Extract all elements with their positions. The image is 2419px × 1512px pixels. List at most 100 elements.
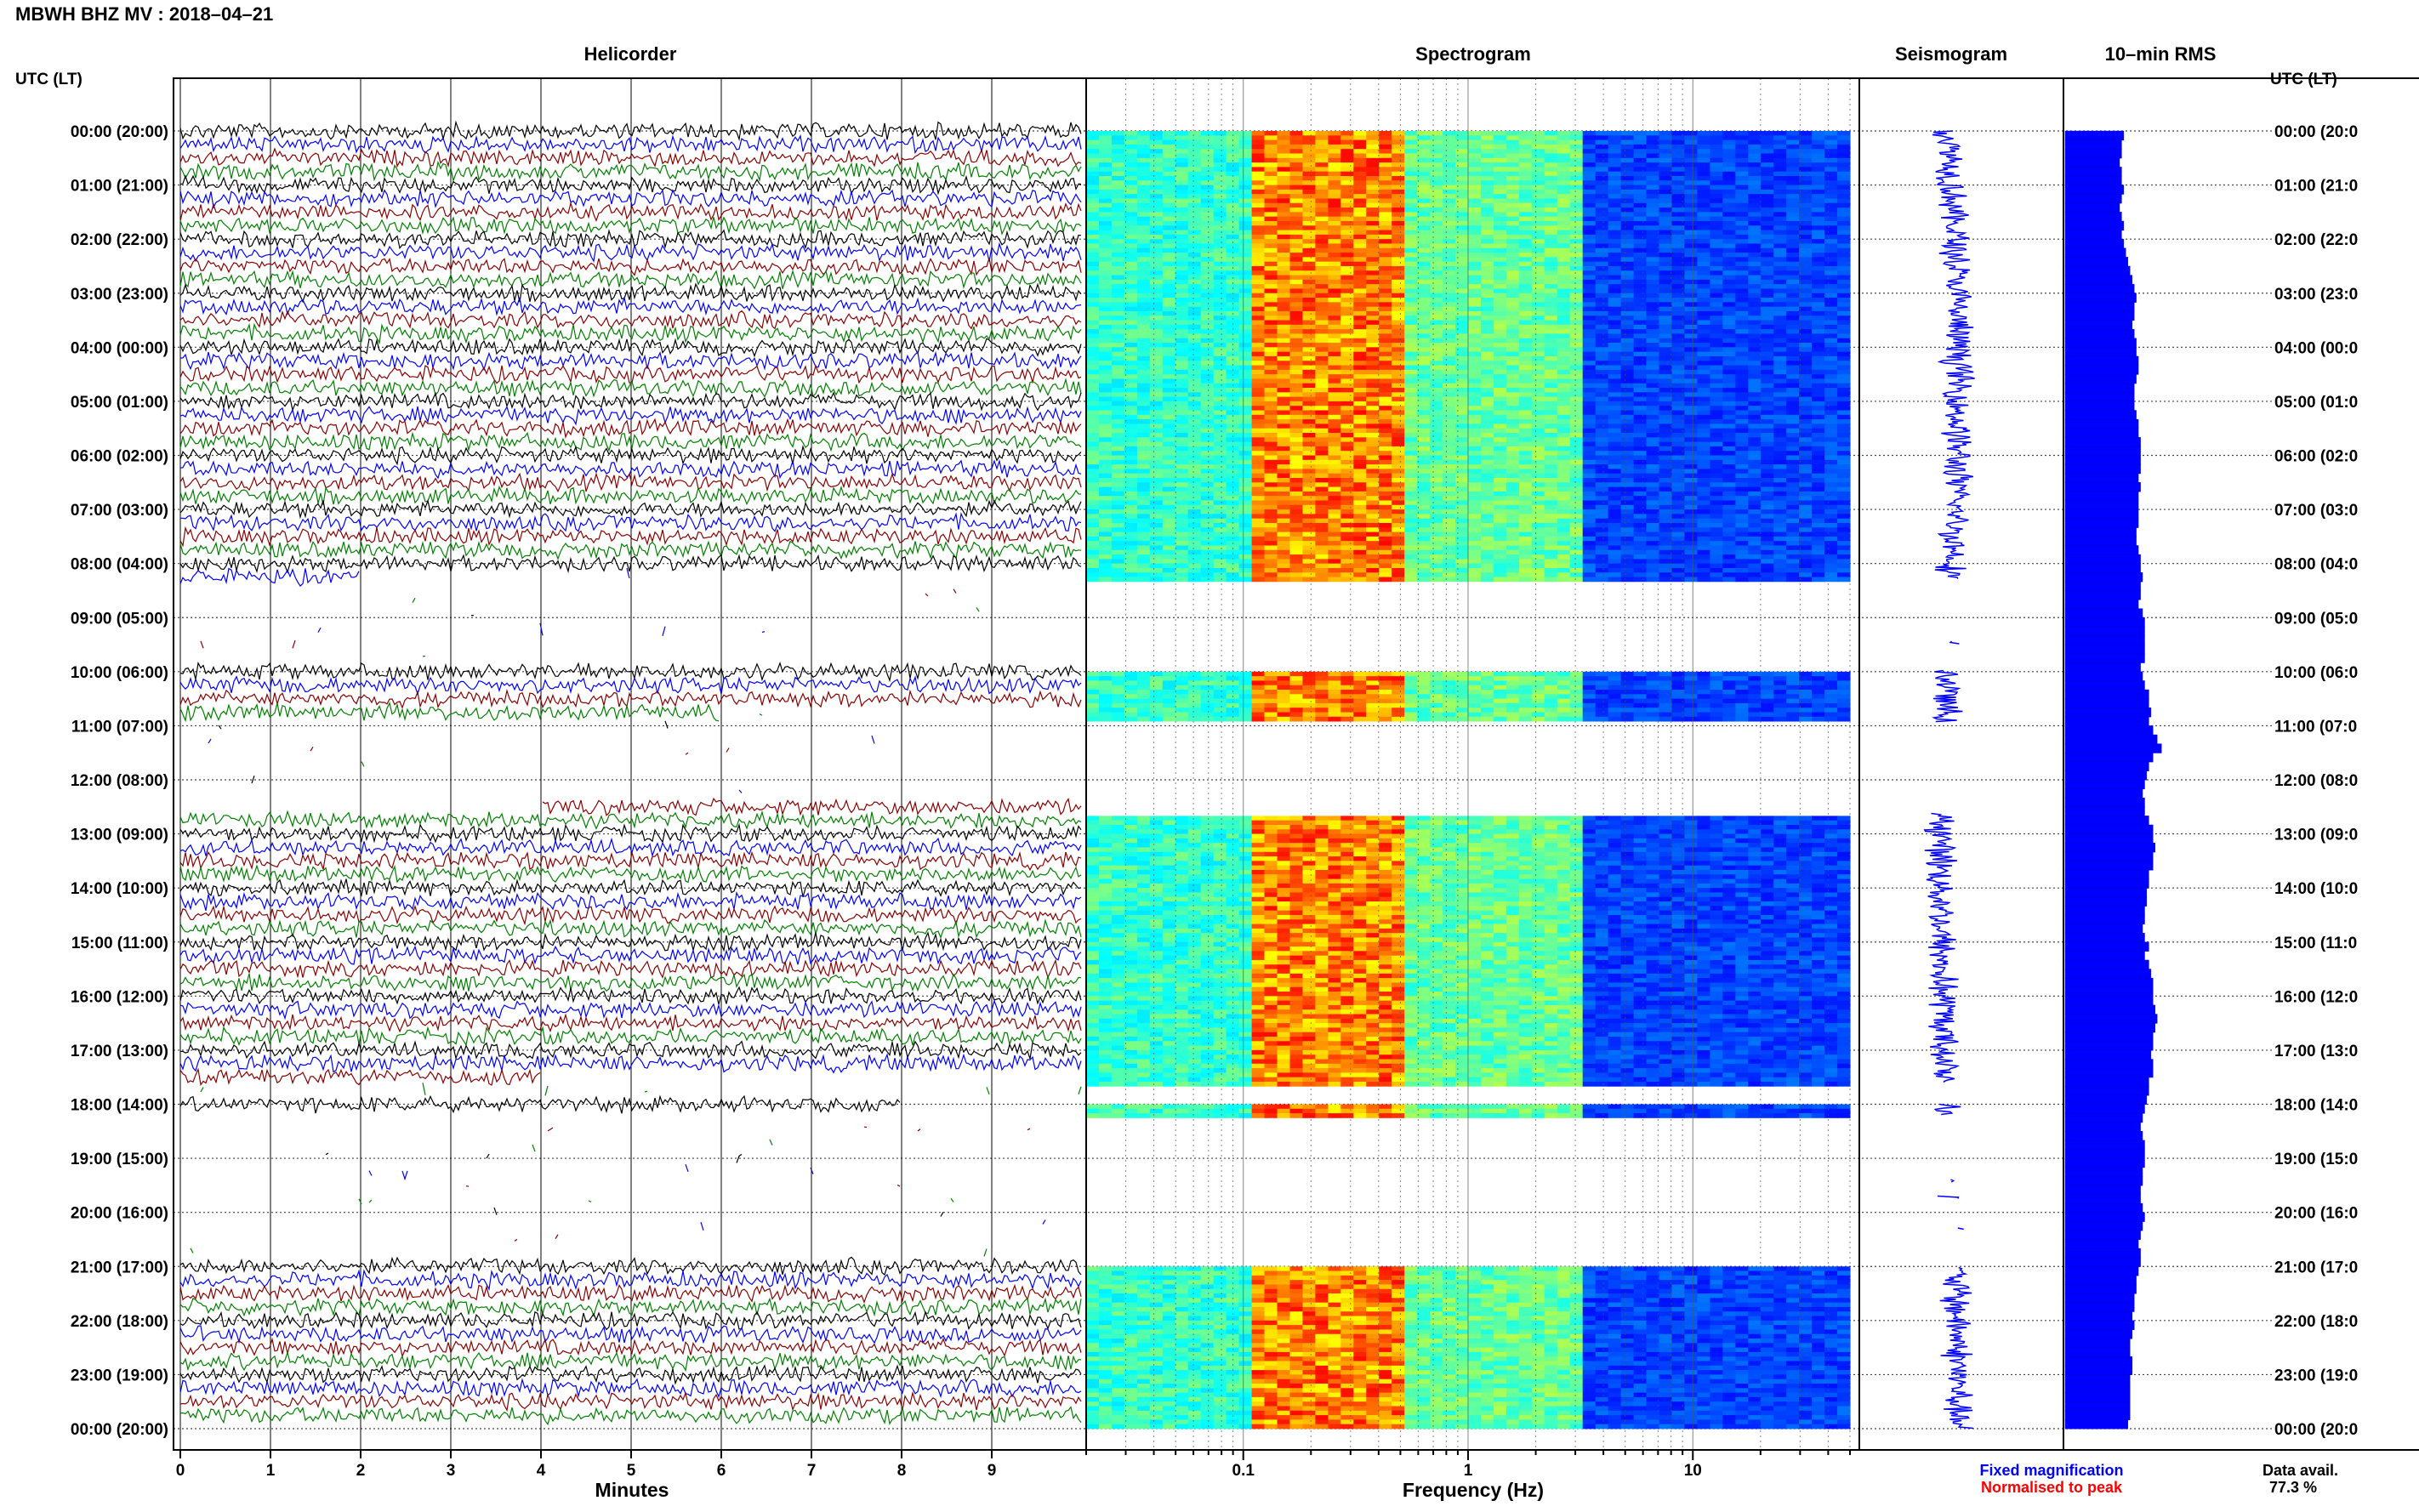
spectrogram-cell	[1557, 414, 1571, 420]
spectrogram-cell	[1659, 167, 1673, 173]
spectrogram-cell	[1086, 491, 1100, 497]
spectrogram-cell	[1404, 320, 1418, 326]
spectrogram-cell	[1392, 288, 1405, 294]
spectrogram-cell	[1748, 320, 1762, 326]
spectrogram-cell	[1671, 139, 1686, 145]
spectrogram-cell	[1455, 171, 1469, 177]
spectrogram-cell	[1812, 153, 1825, 159]
spectrogram-cell	[1175, 343, 1189, 348]
spectrogram-cell	[1315, 139, 1329, 145]
spectrogram-cell	[1773, 171, 1787, 177]
spectrogram-cell	[1595, 239, 1609, 244]
spectrogram-cell	[1659, 365, 1673, 371]
spectrogram-cell	[1099, 243, 1113, 249]
spectrogram-cell	[1251, 361, 1266, 366]
spectrogram-cell	[1468, 414, 1482, 420]
spectrogram-cell	[1684, 355, 1698, 361]
spectrogram-cell	[1213, 477, 1227, 483]
spectrogram-cell	[1659, 247, 1673, 253]
spectrogram-cell	[1569, 486, 1584, 492]
row-label-right: 00:00 (20:0	[2274, 1421, 2358, 1439]
spectrogram-cell	[1124, 243, 1138, 249]
spectrogram-cell	[1481, 433, 1494, 438]
spectrogram-cell	[1238, 378, 1253, 384]
spectrogram-cell	[1315, 369, 1329, 375]
spectrogram-cell	[1124, 180, 1138, 185]
spectrogram-cell	[1697, 288, 1710, 294]
spectrogram-cell	[1569, 441, 1584, 447]
spectrogram-cell	[1443, 135, 1456, 140]
spectrogram-cell	[1302, 433, 1316, 438]
spectrogram-cell	[1773, 347, 1787, 353]
spectrogram-cell	[1251, 306, 1266, 312]
spectrogram-cell	[1837, 180, 1851, 185]
spectrogram-cell	[1468, 477, 1482, 483]
spectrogram-cell	[1187, 175, 1202, 181]
spectrogram-cell	[1646, 302, 1660, 308]
spectrogram-cell	[1328, 149, 1341, 154]
spectrogram-cell	[1824, 410, 1838, 416]
spectrogram-cell	[1595, 230, 1609, 236]
spectrogram-cell	[1659, 279, 1673, 285]
spectrogram-cell	[1505, 423, 1520, 429]
spectrogram-cell	[1340, 378, 1354, 384]
spectrogram-cell	[1430, 324, 1443, 330]
spectrogram-cell	[1200, 315, 1215, 321]
spectrogram-cell	[1710, 406, 1723, 411]
spectrogram-cell	[1786, 194, 1800, 199]
row-label-right: 13:00 (09:0	[2274, 827, 2358, 844]
helicorder-trace	[179, 945, 1082, 965]
spectrogram-cell	[1277, 265, 1291, 271]
spectrogram-cell	[1468, 383, 1482, 389]
spectrogram-cell	[1175, 185, 1189, 190]
spectrogram-cell	[1799, 396, 1813, 402]
spectrogram-cell	[1735, 261, 1749, 267]
spectrogram-cell	[1213, 131, 1227, 136]
spectrogram-cell	[1505, 365, 1520, 371]
spectrogram-cell	[1226, 473, 1240, 479]
spectrogram-cell	[1111, 469, 1125, 475]
spectrogram-cell	[1162, 347, 1176, 353]
spectrogram-cell	[1417, 171, 1431, 177]
spectrogram-cell	[1340, 486, 1354, 492]
spectrogram-cell	[1302, 284, 1316, 289]
spectrogram-cell	[1264, 284, 1278, 289]
spectrogram-cell	[1366, 253, 1380, 258]
row-label-left: 16:00 (12:00)	[71, 988, 168, 1006]
spectrogram-cell	[1773, 144, 1787, 150]
spectrogram-cell	[1761, 180, 1774, 185]
spectrogram-cell	[1443, 243, 1456, 249]
spectrogram-cell	[1226, 167, 1240, 173]
spectrogram-cell	[1569, 167, 1584, 173]
spectrogram-cell	[1302, 302, 1316, 308]
spectrogram-cell	[1187, 414, 1202, 420]
spectrogram-cell	[1404, 247, 1418, 253]
spectrogram-cell	[1136, 451, 1151, 456]
spectrogram-cell	[1799, 216, 1813, 222]
spectrogram-cell	[1812, 298, 1825, 303]
spectrogram-cell	[1302, 220, 1316, 226]
spectrogram-cell	[1238, 419, 1253, 424]
spectrogram-cell	[1824, 486, 1838, 492]
spectrogram-cell	[1302, 189, 1316, 195]
spectrogram-cell	[1761, 343, 1774, 348]
spectrogram-cell	[1379, 486, 1392, 492]
spectrogram-cell	[1481, 185, 1494, 190]
spectrogram-cell	[1595, 455, 1609, 461]
spectrogram-cell	[1493, 288, 1507, 294]
spectrogram-cell	[1226, 446, 1240, 452]
spectrogram-cell	[1659, 234, 1673, 240]
spectrogram-cell	[1175, 234, 1189, 240]
spectrogram-cell	[1264, 243, 1278, 249]
spectrogram-cell	[1328, 459, 1341, 465]
spectrogram-cell	[1289, 230, 1304, 236]
spectrogram-cell	[1277, 401, 1291, 406]
spectrogram-cell	[1455, 175, 1469, 181]
spectrogram-cell	[1086, 306, 1100, 312]
spectrogram-cell	[1379, 135, 1392, 140]
spectrogram-cell	[1531, 261, 1545, 267]
spectrogram-cell	[1404, 279, 1418, 285]
spectrogram-cell	[1710, 207, 1723, 213]
spectrogram-cell	[1633, 225, 1648, 230]
spectrogram-cell	[1684, 419, 1698, 424]
